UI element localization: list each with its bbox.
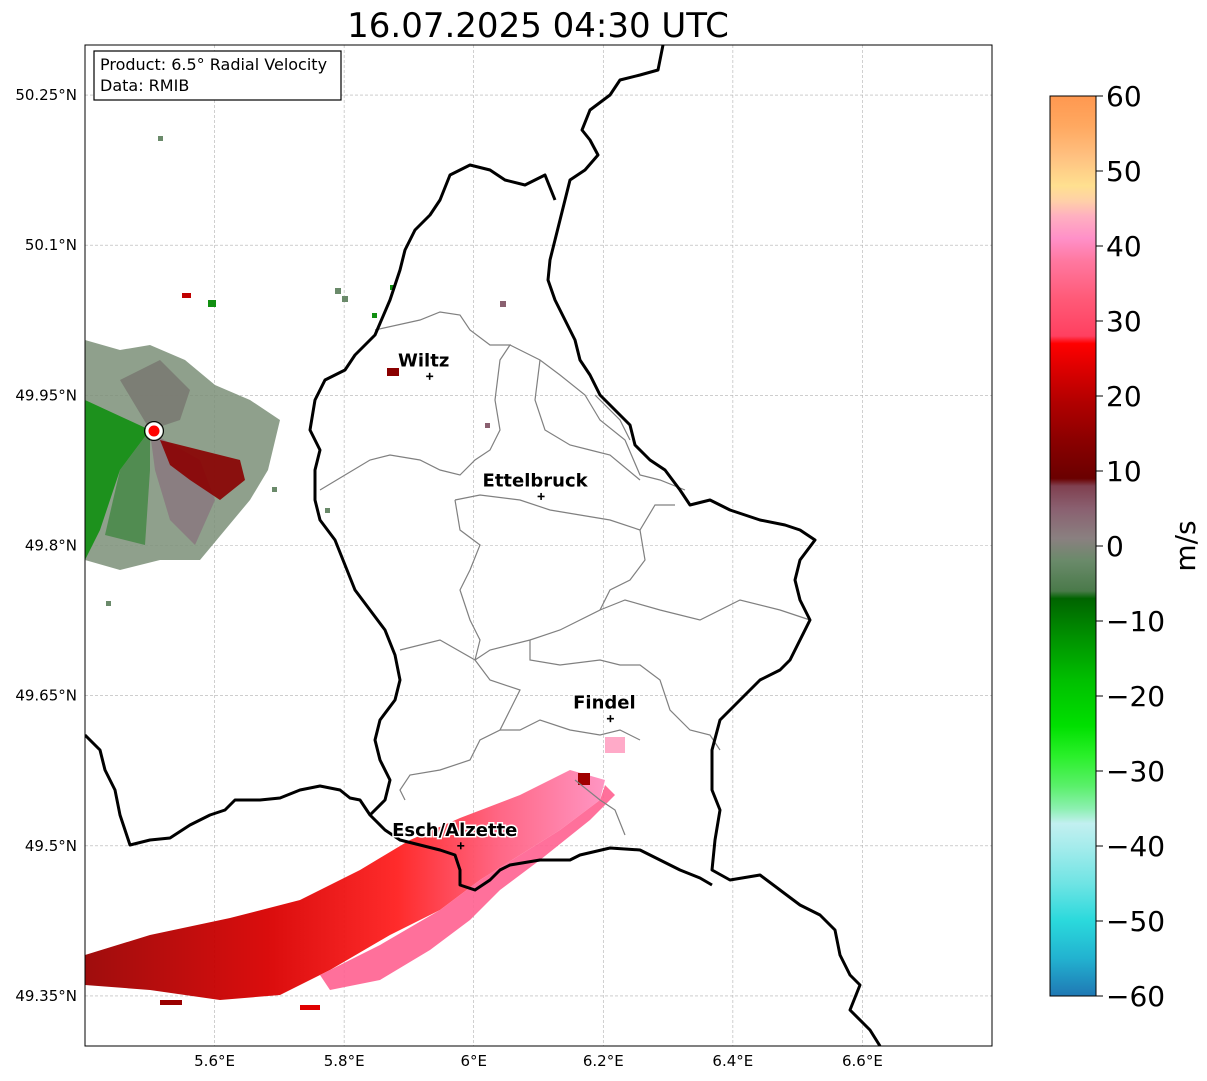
radar-site-marker xyxy=(145,422,163,440)
lon-tick-label: 6°E xyxy=(460,1052,487,1070)
colorbar-label: m/s xyxy=(1169,520,1202,571)
city-marker: Wiltz xyxy=(397,349,451,380)
colorbar-tick-label: −60 xyxy=(1106,980,1165,1013)
lon-tick-label: 5.6°E xyxy=(194,1052,235,1070)
colorbar-tick-label: 20 xyxy=(1106,380,1142,413)
colorbar-gradient xyxy=(1049,95,1097,997)
colorbar-tick-label: −30 xyxy=(1106,755,1165,788)
info-source: Data: RMIB xyxy=(100,76,189,95)
lat-tick-label: 49.65°N xyxy=(15,687,77,705)
city-markers: Wiltz Ettelbruck Findel Esch/Alzette xyxy=(391,349,637,850)
city-marker: Findel xyxy=(572,691,637,723)
city-label: Findel xyxy=(573,693,636,714)
lon-tick-label: 6.4°E xyxy=(712,1052,753,1070)
city-label: Ettelbruck xyxy=(483,470,589,491)
lon-tick-label: 6.2°E xyxy=(583,1052,624,1070)
lon-tick-label: 5.8°E xyxy=(324,1052,365,1070)
radar-echo-scattered xyxy=(106,136,506,606)
colorbar-tick-label: 30 xyxy=(1106,305,1142,338)
axis-ticks: 5.6°E 5.8°E 6°E 6.2°E 6.4°E 6.6°E 50.25°N 50.1°… xyxy=(15,86,883,1070)
colorbar-tick-label: 60 xyxy=(1106,80,1142,113)
map-frame xyxy=(84,44,993,1047)
colorbar-tick-label: −50 xyxy=(1106,905,1165,938)
lat-tick-label: 49.35°N xyxy=(15,987,77,1005)
colorbar-ticks: 60 50 40 30 20 10 0 −10 −20 −30 −40 −50 −60 xyxy=(1096,80,1165,1013)
city-marker: Esch/Alzette xyxy=(391,818,519,850)
radar-echo-band-south xyxy=(85,737,625,1010)
info-box: Product: 6.5° Radial Velocity Data: RMIB xyxy=(93,50,342,101)
colorbar-tick-label: 10 xyxy=(1106,455,1142,488)
info-box-frame xyxy=(93,50,342,101)
lat-tick-label: 50.25°N xyxy=(15,86,77,104)
lat-tick-label: 49.95°N xyxy=(15,386,77,404)
colorbar-tick-label: −10 xyxy=(1106,605,1165,638)
colorbar-tick-label: 0 xyxy=(1106,530,1124,563)
colorbar-tick-label: 50 xyxy=(1106,155,1142,188)
lat-tick-label: 49.8°N xyxy=(25,537,77,555)
radar-echo-findel xyxy=(605,737,625,753)
radar-echo-cluster-west xyxy=(85,340,280,570)
city-label: Wiltz xyxy=(398,350,449,371)
lat-tick-label: 50.1°N xyxy=(25,236,77,254)
country-borders xyxy=(85,45,882,1046)
figure-title: 16.07.2025 04:30 UTC xyxy=(347,6,729,46)
radar-site-ring xyxy=(144,421,164,441)
lat-tick-label: 49.5°N xyxy=(25,837,77,855)
radar-echoes xyxy=(85,136,625,1010)
lon-tick-label: 6.6°E xyxy=(842,1052,883,1070)
city-label: Esch/Alzette xyxy=(392,820,517,841)
colorbar: 60 50 40 30 20 10 0 −10 −20 −30 −40 −50 −60 m/s xyxy=(1049,80,1202,1013)
map-panel: Wiltz Ettelbruck Findel Esch/Alzette Produc… xyxy=(15,44,993,1070)
colorbar-tick-label: −20 xyxy=(1106,680,1165,713)
city-marker: Ettelbruck xyxy=(481,469,590,500)
colorbar-tick-label: 40 xyxy=(1106,230,1142,263)
canton-boundaries xyxy=(319,311,811,836)
colorbar-tick-label: −40 xyxy=(1106,830,1165,863)
info-product: Product: 6.5° Radial Velocity xyxy=(100,55,327,74)
